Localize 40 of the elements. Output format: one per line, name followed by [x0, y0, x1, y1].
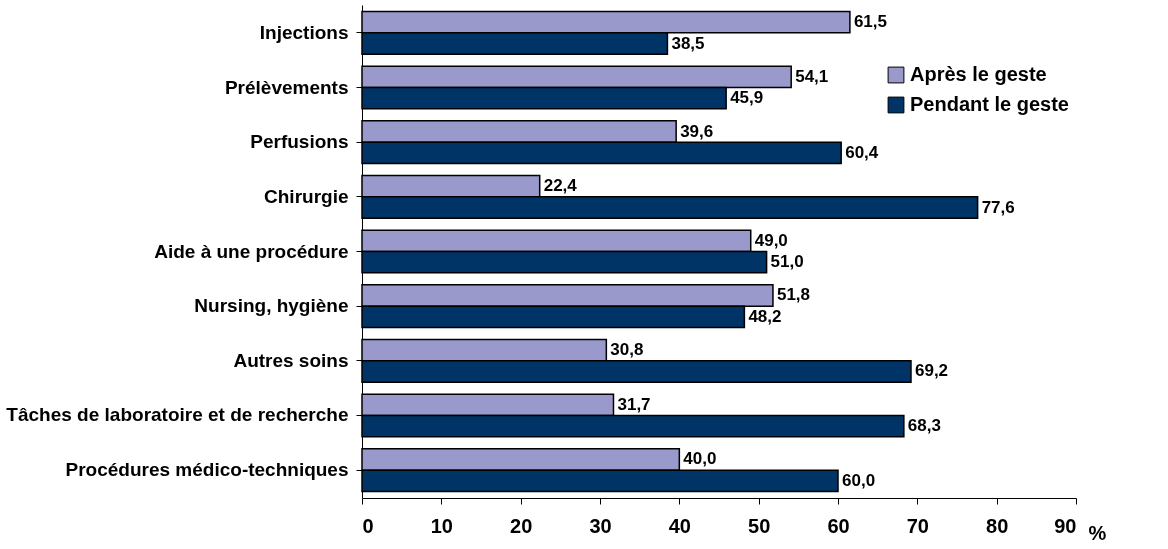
data-label: 51,0	[770, 252, 804, 272]
y-tick-label: Aide à une procédure	[154, 240, 349, 262]
x-tick-label: 60	[827, 514, 850, 537]
data-label: 51,8	[776, 285, 811, 305]
x-tick-label: 70	[906, 514, 929, 537]
legend-label: Après le geste	[910, 63, 1047, 85]
data-label: 60,0	[842, 470, 876, 490]
y-tick-label: Injections	[259, 21, 349, 43]
x-tick-label: 90	[1054, 514, 1077, 537]
data-label: 49,0	[754, 230, 788, 250]
data-label: 48,2	[748, 306, 782, 326]
data-label: 39,6	[680, 121, 714, 141]
data-label: 40,0	[683, 449, 717, 469]
x-tick-label: 30	[589, 514, 612, 537]
data-label: 54,1	[795, 66, 829, 86]
x-axis-title: %	[1088, 521, 1107, 544]
y-tick-label: Tâches de laboratoire et de recherche	[6, 404, 349, 426]
x-tick-label: 40	[668, 514, 691, 537]
data-label: 38,5	[671, 33, 705, 53]
y-tick-label: Nursing, hygiène	[194, 295, 349, 317]
x-tick-label: 0	[362, 514, 374, 537]
data-label: 22,4	[543, 176, 578, 196]
y-tick-label: Chirurgie	[264, 185, 349, 207]
x-tick-label: 10	[430, 514, 453, 537]
data-label: 68,3	[907, 416, 941, 436]
data-label: 77,6	[981, 197, 1015, 217]
data-label: 69,2	[914, 361, 949, 381]
data-label: 61,5	[853, 12, 887, 32]
x-tick-label: 20	[510, 514, 533, 537]
x-tick-label: 50	[748, 514, 771, 537]
y-tick-label: Procédures médico-techniques	[65, 459, 349, 481]
y-tick-label: Prélèvements	[224, 76, 349, 98]
data-label: 31,7	[617, 394, 651, 414]
x-tick-label: 80	[986, 514, 1009, 537]
data-label: 60,4	[845, 142, 879, 162]
data-label: 30,8	[610, 340, 644, 360]
data-label: 45,9	[730, 88, 764, 108]
legend-label: Pendant le geste	[910, 93, 1069, 115]
y-tick-label: Autres soins	[233, 349, 349, 371]
y-tick-label: Perfusions	[250, 131, 349, 153]
